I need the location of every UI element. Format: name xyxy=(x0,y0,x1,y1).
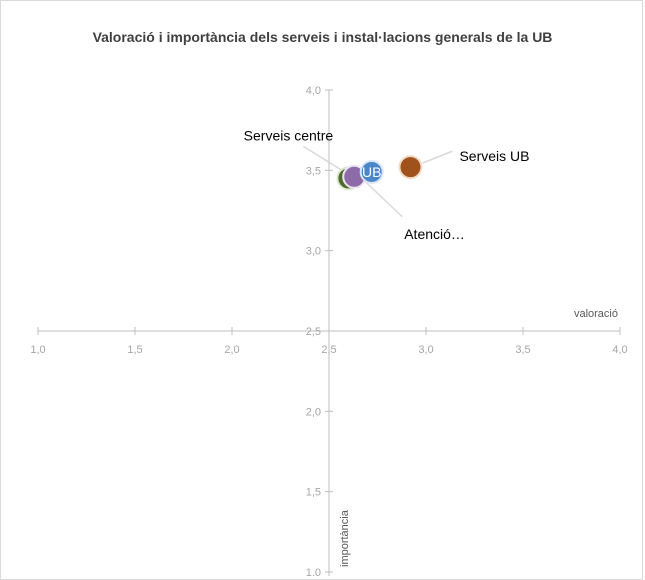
y-tick-label: 3,0 xyxy=(306,246,321,258)
leader-line xyxy=(422,150,453,164)
y-axis-title: importància xyxy=(339,509,351,567)
x-tick-label: 3,0 xyxy=(418,344,433,356)
tick-labels: 1,0 1,5 2,0 2,5 3,0 3,5 4,0 1,0 1,5 2,0 2,5 3,0 3,5 4… xyxy=(30,85,627,576)
y-tick-label: 2,5 xyxy=(306,326,321,338)
x-axis-title: valoració xyxy=(574,308,618,320)
x-tick-label: 1,0 xyxy=(30,344,45,356)
x-tick-label: 2,5 xyxy=(321,344,336,356)
axes xyxy=(37,89,621,576)
leader-line xyxy=(361,178,403,218)
x-tick-label: 4,0 xyxy=(612,344,627,356)
point-label: UB xyxy=(362,164,381,180)
y-tick-label: 1,0 xyxy=(306,567,321,576)
point-label: Atenció… xyxy=(404,226,465,242)
point-label: Serveis centre xyxy=(244,127,334,143)
y-tick-label: 3,5 xyxy=(306,165,321,177)
data-point xyxy=(359,159,384,184)
point-labels: UB Serveis UB Atenció… Serveis centre xyxy=(244,127,530,241)
y-tick-label: 2,0 xyxy=(306,406,321,418)
data-points xyxy=(336,155,423,191)
x-tick-label: 2,0 xyxy=(224,344,239,356)
point-label: Serveis UB xyxy=(459,148,529,164)
x-tick-label: 1,5 xyxy=(127,344,142,356)
data-point xyxy=(398,155,423,180)
y-tick-label: 1,5 xyxy=(306,487,321,499)
chart-title: Valoració i importància dels serveis i i… xyxy=(92,29,553,45)
x-tick-label: 3,5 xyxy=(515,344,530,356)
y-tick-label: 4,0 xyxy=(306,85,321,97)
